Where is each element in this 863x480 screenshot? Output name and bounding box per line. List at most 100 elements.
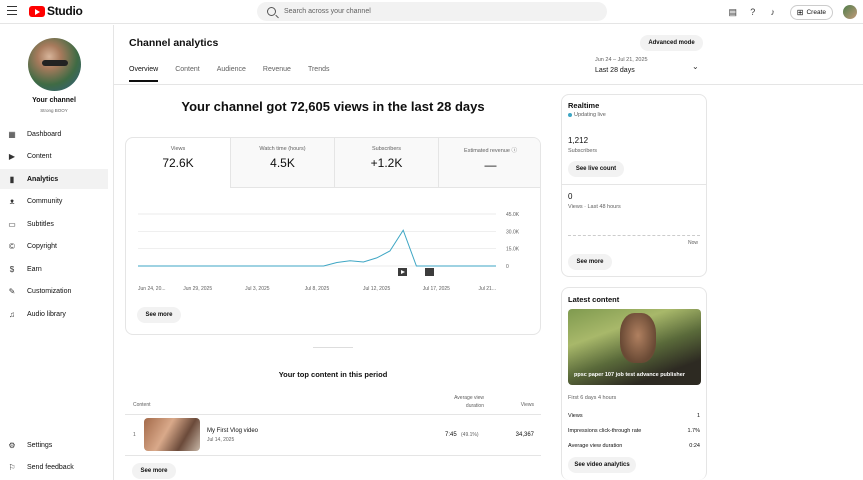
account-avatar[interactable] [843, 5, 857, 19]
channel-avatar[interactable] [28, 38, 81, 91]
menu-icon[interactable] [7, 6, 17, 16]
see-live-count-button[interactable]: See live count [568, 161, 624, 177]
realtime-views-value: 0 [568, 192, 573, 201]
metric-estimated-revenue[interactable]: Estimated revenue ⓘ — [438, 138, 540, 188]
row-rank: 1 [133, 432, 136, 438]
overview-headline: Your channel got 72,605 views in the las… [181, 99, 485, 114]
shorts-marker-icon[interactable] [425, 268, 434, 276]
metric-value: — [484, 158, 497, 172]
tab-audience[interactable]: Audience [216, 66, 246, 73]
subtitles-icon: ▭ [8, 219, 16, 229]
search-icon [267, 7, 276, 16]
create-label: Create [806, 8, 826, 16]
info-icon: ⓘ [511, 148, 517, 154]
analytics-tabs: Overview Content Audience Revenue Trends [129, 66, 346, 82]
latest-stat-row: Impressions click-through rate 1.7% [568, 428, 700, 434]
x-tick-label: Jul 12, 2025 [363, 286, 390, 292]
row-avg-pct: (49.1%) [461, 432, 479, 438]
realtime-divider [562, 184, 706, 185]
x-tick-label: Jun 29, 2025 [183, 286, 212, 292]
row-views: 34,367 [515, 432, 534, 438]
metric-label: Views [170, 146, 186, 152]
x-tick-label: Jun 24, 20... [138, 286, 166, 292]
sidebar-item-dashboard[interactable]: ▦ Dashboard [0, 124, 108, 144]
realtime-subs-value: 1,212 [568, 136, 589, 145]
metric-value: 4.5K [270, 156, 295, 170]
views-line-chart: 45.0K 30.0K 15.0K 0 Jun 24, 20... Jun 29, 20… [138, 212, 520, 292]
sidebar-item-label: Copyright [27, 242, 57, 250]
sidebar-item-send-feedback[interactable]: ⚐ Send feedback [0, 457, 108, 477]
metric-views[interactable]: Views 72.6K [126, 138, 230, 188]
y-tick-label: 15.0K [506, 247, 520, 253]
date-period[interactable]: Last 28 days [595, 67, 635, 74]
y-tick-label: 45.0K [506, 212, 520, 218]
community-icon: ᴥ [9, 196, 15, 206]
customization-icon: ✎ [8, 286, 16, 296]
sidebar-item-subtitles[interactable]: ▭ Subtitles [0, 214, 108, 234]
sidebar-item-community[interactable]: ᴥ Community [0, 191, 108, 211]
live-dot-icon [568, 113, 572, 117]
sidebar-item-audio-library[interactable]: ♫ Audio library [0, 304, 108, 324]
metric-label: Estimated revenue ⓘ [464, 148, 517, 154]
studio-logo[interactable]: Studio [29, 4, 83, 18]
row-video-title[interactable]: My First Vlog video [207, 428, 259, 434]
search-input[interactable]: Search across your channel [257, 2, 607, 21]
sidebar-item-settings[interactable]: ⚙ Settings [0, 435, 108, 455]
create-button[interactable]: ⊞ Create [789, 4, 833, 20]
views-series-line [138, 229, 496, 267]
date-range[interactable]: Jun 24 – Jul 21, 2025 [595, 57, 648, 63]
realtime-card: Realtime Updating live 1,212 Subscribers… [561, 94, 707, 277]
your-channel-label[interactable]: Your channel [32, 97, 76, 104]
top-content-title: Your top content in this period [278, 370, 388, 379]
x-tick-label: Jul 17, 2025 [423, 286, 450, 292]
metric-subscribers[interactable]: Subscribers +1.2K [334, 138, 438, 188]
copyright-icon: © [9, 241, 15, 251]
sidebar-item-analytics[interactable]: ▮ Analytics [0, 169, 108, 189]
realtime-subs-label: Subscribers [568, 148, 598, 154]
row-avg-duration: 7:45 [445, 432, 457, 438]
sidebar-item-label: Dashboard [27, 130, 62, 138]
sidebar-item-copyright[interactable]: © Copyright [0, 236, 108, 256]
subtitles-icon[interactable]: ▤ [728, 6, 738, 17]
metric-watch-time[interactable]: Watch time (hours) 4.5K [230, 138, 334, 188]
see-more-button[interactable]: See more [137, 307, 181, 323]
feedback-icon: ⚐ [8, 462, 16, 472]
see-video-analytics-button[interactable]: See video analytics [568, 457, 636, 473]
sidebar-item-label: Content [27, 152, 52, 160]
play-icon [401, 270, 405, 274]
column-header-views: Views [520, 402, 534, 408]
sidebar-item-customization[interactable]: ✎ Customization [0, 281, 108, 301]
dashboard-icon: ▦ [8, 129, 16, 139]
sidebar-item-label: Audio library [27, 310, 66, 318]
latest-video-thumbnail[interactable]: ppsc paper 107 job test advance publishe… [568, 309, 701, 385]
metric-label: Subscribers [371, 146, 402, 152]
tab-trends[interactable]: Trends [307, 66, 330, 73]
sidebar-item-label: Settings [27, 441, 53, 449]
table-divider [125, 455, 541, 456]
sidebar-item-content[interactable]: ▶ Content [0, 146, 108, 166]
chevron-down-icon[interactable]: ⌄ [692, 62, 699, 71]
video-plus-icon: ⊞ [796, 7, 804, 17]
metric-value: +1.2K [370, 156, 403, 170]
advanced-mode-button[interactable]: Advanced mode [640, 35, 703, 51]
realtime-title: Realtime [568, 101, 600, 110]
tab-overview[interactable]: Overview [129, 66, 159, 82]
video-thumbnail[interactable] [144, 418, 200, 451]
logo-text: Studio [47, 4, 83, 18]
tab-content[interactable]: Content [175, 66, 200, 73]
content-icon: ▶ [8, 151, 16, 161]
section-divider [313, 347, 353, 348]
bell-icon[interactable]: ♪ [770, 7, 776, 17]
realtime-views-label: Views · Last 48 hours [568, 204, 621, 210]
latest-stat-row: Views 1 [568, 413, 700, 419]
table-divider [125, 414, 541, 415]
tabs-divider [114, 84, 863, 85]
top-content-see-more-button[interactable]: See more [132, 463, 176, 479]
help-icon[interactable]: ? [750, 7, 756, 17]
page-title: Channel analytics [129, 37, 219, 49]
tab-revenue[interactable]: Revenue [262, 66, 291, 73]
sidebar-item-earn[interactable]: $ Earn [0, 259, 108, 279]
column-header-content: Content [133, 402, 151, 408]
metrics-card: Views 72.6K Watch time (hours) 4.5K Subs… [125, 137, 541, 335]
realtime-see-more-button[interactable]: See more [568, 254, 612, 270]
